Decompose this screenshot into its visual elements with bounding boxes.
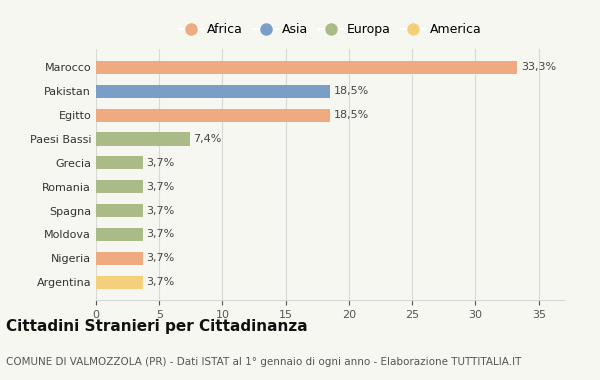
Bar [96, 252, 143, 265]
Text: 3,7%: 3,7% [146, 158, 175, 168]
Bar [96, 85, 330, 98]
Bar [96, 109, 330, 122]
Text: 3,7%: 3,7% [146, 206, 175, 215]
Bar [96, 204, 143, 217]
Bar [96, 61, 517, 74]
Bar [96, 276, 143, 289]
Text: 3,7%: 3,7% [146, 277, 175, 287]
Text: 3,7%: 3,7% [146, 230, 175, 239]
Bar [96, 180, 143, 193]
Text: 18,5%: 18,5% [334, 110, 369, 120]
Text: 3,7%: 3,7% [146, 182, 175, 192]
Text: 3,7%: 3,7% [146, 253, 175, 263]
Bar [96, 156, 143, 169]
Text: 7,4%: 7,4% [193, 134, 222, 144]
Bar [96, 228, 143, 241]
Text: 33,3%: 33,3% [521, 62, 556, 72]
Text: COMUNE DI VALMOZZOLA (PR) - Dati ISTAT al 1° gennaio di ogni anno - Elaborazione: COMUNE DI VALMOZZOLA (PR) - Dati ISTAT a… [6, 357, 521, 367]
Text: Cittadini Stranieri per Cittadinanza: Cittadini Stranieri per Cittadinanza [6, 318, 308, 334]
Text: 18,5%: 18,5% [334, 86, 369, 96]
Bar [96, 132, 190, 146]
Legend: Africa, Asia, Europa, America: Africa, Asia, Europa, America [176, 21, 484, 38]
